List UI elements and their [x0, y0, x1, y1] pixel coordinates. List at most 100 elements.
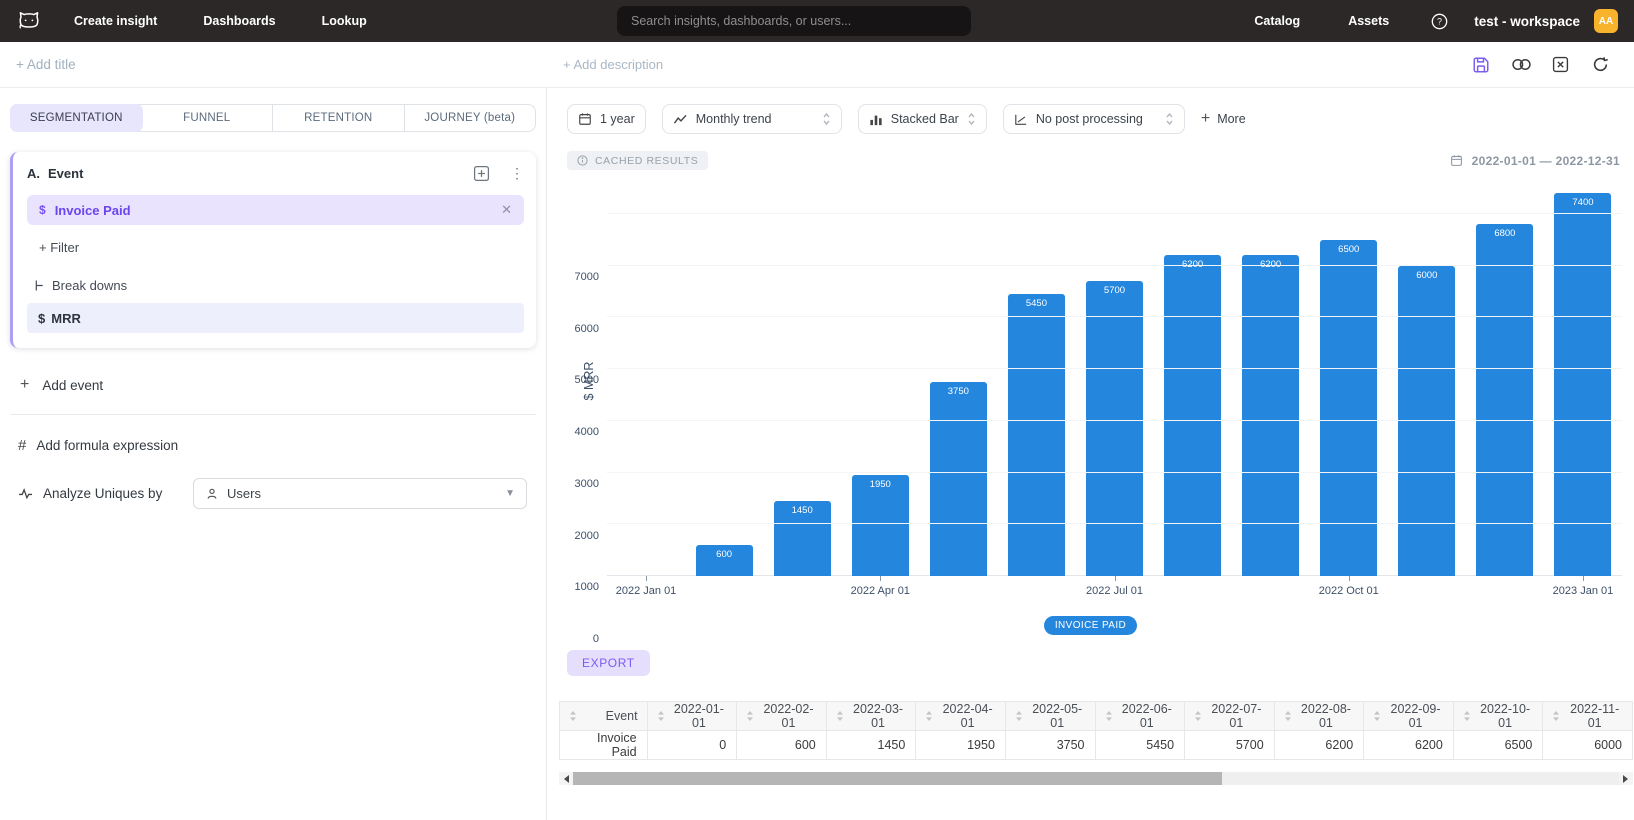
nav-catalog[interactable]: Catalog: [1254, 14, 1301, 28]
sort-icon[interactable]: [1284, 710, 1292, 722]
remove-event-icon[interactable]: ✕: [501, 202, 512, 217]
copy-link-icon[interactable]: [1512, 56, 1531, 74]
bar[interactable]: 3750: [929, 382, 987, 576]
table-column-header[interactable]: 2022-06-01: [1094, 701, 1186, 731]
table-column-header[interactable]: 2022-03-01: [825, 701, 917, 731]
clear-icon[interactable]: [1552, 56, 1570, 74]
table-column-header[interactable]: 2022-08-01: [1273, 701, 1365, 731]
x-axis-tick-label: 2023 Jan 01: [1552, 585, 1614, 597]
tab-journey[interactable]: JOURNEY (beta): [424, 112, 516, 124]
help-icon[interactable]: ?: [1431, 13, 1448, 30]
bar-value-label: 6500: [1338, 243, 1360, 255]
analyze-uniques-label: Analyze Uniques by: [43, 486, 163, 501]
add-formula-button[interactable]: # Add formula expression: [18, 437, 179, 454]
x-axis-tick-mark: [1114, 576, 1116, 581]
table-column-header[interactable]: 2022-11-01: [1542, 701, 1633, 731]
duplicate-event-icon[interactable]: [473, 165, 490, 182]
legend-item-invoice-paid[interactable]: INVOICE PAID: [1043, 616, 1138, 635]
sort-icon[interactable]: [925, 710, 933, 722]
more-options-button[interactable]: + More: [1200, 110, 1246, 127]
search-input[interactable]: [631, 14, 957, 28]
bar[interactable]: 1950: [851, 475, 909, 576]
table-cell: 6000: [1542, 730, 1633, 760]
table-column-header[interactable]: 2022-02-01: [736, 701, 827, 731]
bar[interactable]: 7400: [1554, 193, 1612, 576]
workspace-name[interactable]: test - workspace: [1474, 13, 1580, 29]
bar[interactable]: 600: [695, 544, 753, 576]
add-event-button[interactable]: + Add event: [20, 376, 104, 393]
export-button[interactable]: EXPORT: [567, 650, 650, 676]
scrollbar-thumb[interactable]: [573, 772, 1222, 785]
query-builder-panel: SEGMENTATION FUNNEL RETENTION JOURNEY (b…: [0, 88, 547, 820]
event-dollar-icon: $: [39, 203, 46, 217]
post-processing-select[interactable]: No post processing: [1002, 104, 1185, 134]
bar-slot: 5700: [1075, 186, 1153, 576]
refresh-icon[interactable]: [1592, 56, 1610, 74]
sort-icon[interactable]: [1463, 710, 1471, 722]
sort-icon[interactable]: [746, 710, 754, 722]
analyze-uniques-row: Analyze Uniques by Users ▼: [10, 478, 536, 509]
chart-type-select[interactable]: Stacked Bar: [857, 104, 987, 134]
table-column-header[interactable]: 2022-01-01: [646, 701, 738, 731]
table-cell: 600: [736, 730, 827, 760]
nav-lookup[interactable]: Lookup: [321, 14, 367, 28]
column-label: 2022-03-01: [853, 702, 904, 730]
sort-icon[interactable]: [569, 710, 577, 722]
table-horizontal-scrollbar[interactable]: [559, 772, 1633, 785]
sort-icon[interactable]: [1552, 710, 1560, 722]
table-column-header[interactable]: 2022-10-01: [1452, 701, 1544, 731]
sort-icon[interactable]: [657, 710, 665, 722]
save-icon[interactable]: [1472, 56, 1490, 74]
analyze-uniques-select[interactable]: Users ▼: [193, 478, 527, 509]
tab-retention[interactable]: RETENTION: [273, 105, 405, 131]
add-description-button[interactable]: + Add description: [563, 57, 664, 72]
breakdowns-label: Break downs: [27, 278, 524, 293]
global-search[interactable]: [617, 6, 971, 36]
date-range-button[interactable]: 1 year: [567, 104, 646, 134]
add-filter-button[interactable]: + Filter: [39, 240, 80, 255]
nav-create-insight[interactable]: Create insight: [74, 14, 158, 28]
column-label: 2022-09-01: [1390, 702, 1441, 730]
app-logo-cat-icon[interactable]: [16, 7, 44, 35]
divider: [10, 414, 536, 415]
chart-toolbar: 1 year Monthly trend Stacked Bar: [547, 104, 1634, 134]
nav-dashboards[interactable]: Dashboards: [203, 14, 276, 28]
nav-assets[interactable]: Assets: [1348, 14, 1390, 28]
bar[interactable]: 5450: [1007, 294, 1065, 576]
bar[interactable]: 6800: [1476, 224, 1534, 576]
sort-icon[interactable]: [1015, 710, 1023, 722]
table-column-header[interactable]: 2022-07-01: [1184, 701, 1275, 731]
column-label: Event: [605, 709, 638, 723]
bar[interactable]: 6500: [1320, 239, 1378, 576]
event-card: A. Event ⋮ $ Invoice Paid ✕ + Filter: [10, 152, 536, 348]
trend-select[interactable]: Monthly trend: [661, 104, 842, 134]
table-column-header[interactable]: Event: [559, 701, 648, 731]
sort-icon[interactable]: [836, 710, 844, 722]
bar[interactable]: 1450: [773, 501, 831, 576]
column-label: 2022-04-01: [942, 702, 993, 730]
sort-icon[interactable]: [1105, 710, 1113, 722]
kebab-menu-icon[interactable]: ⋮: [510, 165, 524, 181]
scroll-left-icon[interactable]: [559, 772, 573, 785]
sort-icon[interactable]: [1373, 710, 1381, 722]
table-column-header[interactable]: 2022-05-01: [1004, 701, 1096, 731]
scrollbar-track[interactable]: [573, 772, 1619, 785]
breakdown-row-mrr[interactable]: $ MRR: [27, 303, 524, 333]
tab-funnel[interactable]: FUNNEL: [142, 105, 273, 131]
table-cell: 1950: [915, 730, 1006, 760]
selected-event-row[interactable]: $ Invoice Paid ✕: [27, 195, 524, 225]
add-title-button[interactable]: + Add title: [16, 57, 76, 72]
sort-icon[interactable]: [1194, 710, 1202, 722]
bar[interactable]: 6200: [1242, 255, 1300, 576]
bar[interactable]: 6200: [1164, 255, 1222, 576]
avatar[interactable]: AA: [1594, 9, 1618, 33]
bar[interactable]: 6000: [1398, 265, 1456, 576]
table-column-header[interactable]: 2022-09-01: [1363, 701, 1454, 731]
bar-slot: 3750: [919, 186, 997, 576]
scroll-right-icon[interactable]: [1619, 772, 1633, 785]
table-column-header[interactable]: 2022-04-01: [915, 701, 1006, 731]
bar[interactable]: 5700: [1086, 281, 1143, 576]
tab-segmentation[interactable]: SEGMENTATION: [10, 104, 143, 132]
gridline: [607, 523, 1622, 525]
table-cell: 5700: [1184, 730, 1275, 760]
